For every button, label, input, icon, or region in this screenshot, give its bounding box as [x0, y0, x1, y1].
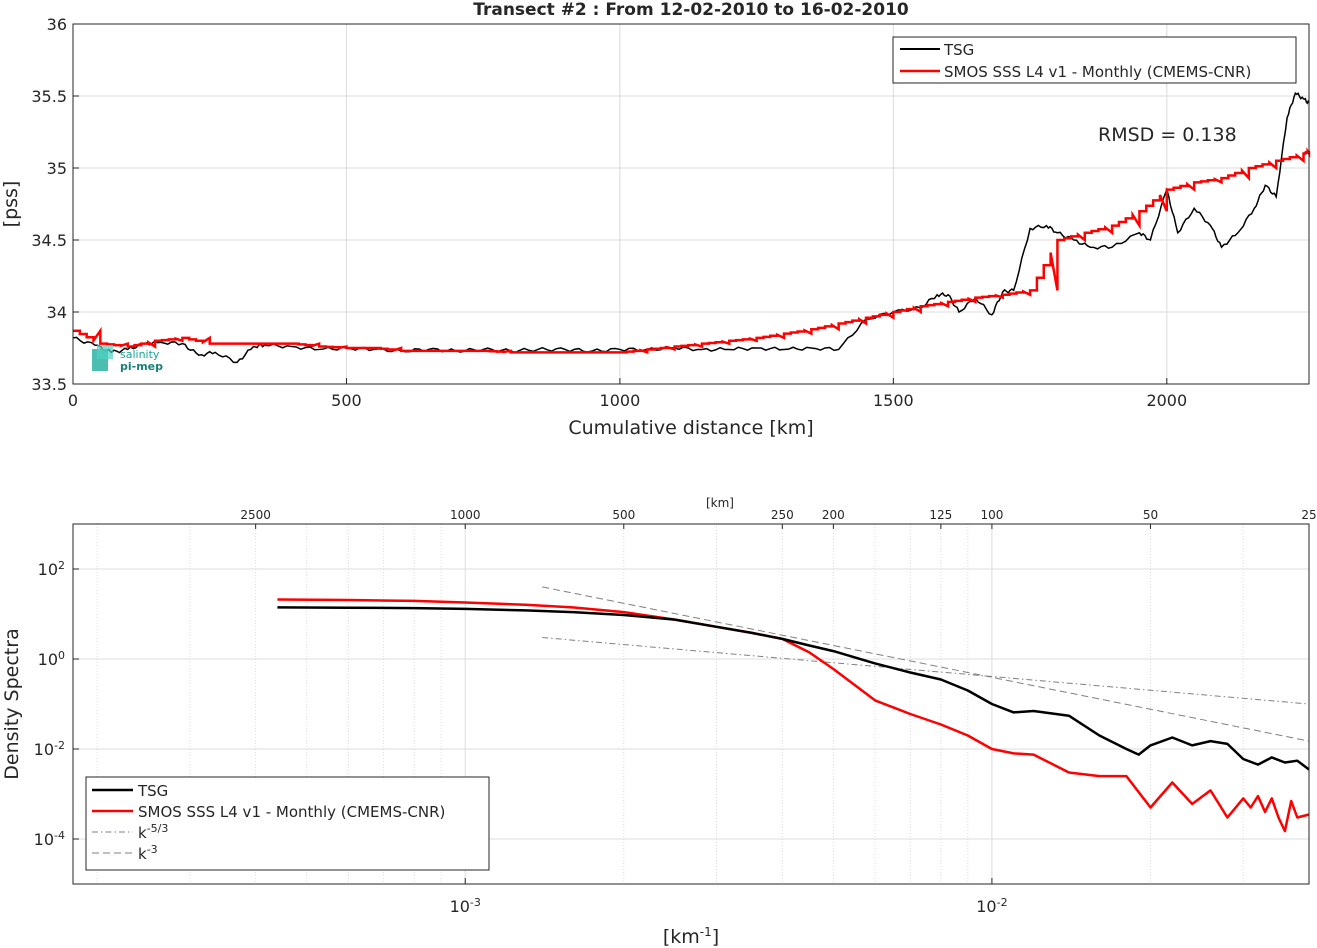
top-series	[72, 91, 1311, 364]
top-axis-tick-label: 125	[929, 508, 952, 522]
bottom-legend: TSG SMOS SSS L4 v1 - Monthly (CMEMS-CNR)…	[85, 776, 490, 871]
salinity-pi-mep-logo: salinity pi-mep	[92, 345, 163, 373]
top-x-tick-label: 500	[331, 391, 362, 410]
logo-text-line1: salinity	[120, 348, 160, 361]
bottom-x-tick-label: 10-3	[450, 896, 481, 917]
top-y-axis-label: [pss]	[0, 181, 22, 228]
top-axis-tick-label: 50	[1143, 508, 1158, 522]
bottom-y-tick-label: 10-4	[34, 829, 65, 850]
top-y-tick-label: 33.5	[31, 375, 67, 394]
bottom-series	[277, 586, 1310, 833]
bottom-y-tick-label: 102	[38, 559, 65, 580]
logo-mark-highlight	[97, 345, 113, 359]
top-y-tick-label: 35	[47, 159, 67, 178]
top-x-tick-label: 2000	[1146, 391, 1187, 410]
bottom-legend-tsg-label: TSG	[137, 782, 168, 800]
top-axis-tick-label: 500	[612, 508, 635, 522]
bottom-legend-smos-label: SMOS SSS L4 v1 - Monthly (CMEMS-CNR)	[138, 803, 445, 821]
logo-text-line2: pi-mep	[120, 360, 163, 373]
top-legend-smos-label: SMOS SSS L4 v1 - Monthly (CMEMS-CNR)	[944, 63, 1251, 81]
bottom-x-axis-label: [km-1]	[663, 925, 719, 948]
bottom-legend-k53-label: k-5/3	[138, 822, 168, 843]
top-axis-tick-label: 200	[822, 508, 845, 522]
top-axis-km-label: [km]	[706, 496, 734, 510]
bottom-tsg-line	[277, 606, 1310, 771]
top-axis-tick-label: 2500	[240, 508, 271, 522]
top-chart-title: Transect #2 : From 12-02-2010 to 16-02-2…	[473, 0, 909, 20]
k3-reference-line	[542, 586, 1310, 742]
bottom-smos-line	[277, 598, 1310, 833]
top-x-tick-label: 1500	[873, 391, 914, 410]
bottom-y-tick-label: 100	[38, 649, 65, 670]
transect-chart: 0 500 1000 1500 2000 33.5 34 34.5 35 35.5 36 Trans…	[0, 0, 1311, 439]
top-x-tick-label: 0	[68, 391, 78, 410]
top-axis-tick-label: 100	[980, 508, 1003, 522]
bottom-y-axis-label: Density Spectra	[1, 628, 23, 779]
top-axis-tick-label: 25	[1301, 508, 1316, 522]
top-axis-tick-label: 1000	[450, 508, 481, 522]
top-y-tick-label: 35.5	[31, 87, 67, 106]
bottom-x-tick-label: 10-2	[976, 896, 1007, 917]
top-x-tick-label: 1000	[600, 391, 641, 410]
bottom-ticks: 10-4 10-2 100 102 10-3 10-2 2500 1000 500 250 200 1…	[34, 508, 1317, 916]
top-x-axis-label: Cumulative distance [km]	[568, 417, 813, 439]
bottom-legend-box	[85, 776, 490, 871]
top-axes-box	[72, 23, 1310, 385]
top-legend-tsg-label: TSG	[943, 41, 974, 59]
top-smos-line	[73, 147, 1311, 355]
bottom-y-tick-label: 10-2	[34, 739, 65, 760]
top-legend: TSG SMOS SSS L4 v1 - Monthly (CMEMS-CNR)	[892, 36, 1297, 84]
top-axis-tick-label: 250	[771, 508, 794, 522]
top-y-tick-label: 34	[47, 303, 67, 322]
top-legend-box	[892, 36, 1297, 84]
bottom-axes-box	[72, 523, 1310, 885]
top-ticks: 0 500 1000 1500 2000 33.5 34 34.5 35 35.5 36	[31, 15, 1187, 410]
rmsd-annotation: RMSD = 0.138	[1098, 124, 1237, 146]
top-y-tick-label: 36	[47, 15, 67, 34]
bottom-legend-k3-label: k-3	[138, 843, 158, 864]
spectra-chart: 10-4 10-2 100 102 10-3 10-2 2500 1000 500 250 200 1…	[1, 496, 1317, 948]
top-y-tick-label: 34.5	[31, 231, 67, 250]
